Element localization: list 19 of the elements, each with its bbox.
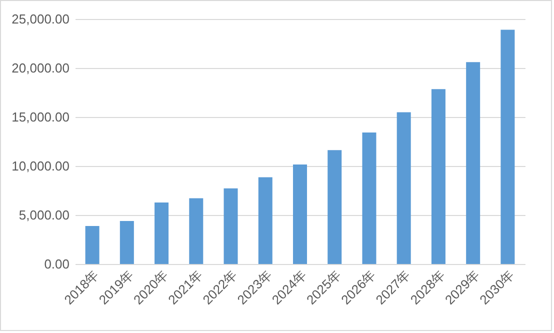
y-tick-label: 25,000.00: [12, 12, 70, 26]
bar: [431, 89, 446, 264]
y-tick-label: 10,000.00: [12, 158, 70, 174]
bar: [293, 164, 307, 264]
bar: [396, 112, 411, 264]
bar: [189, 198, 204, 264]
y-tick-label: 15,000.00: [12, 110, 70, 124]
bar: [85, 226, 100, 264]
bar: [362, 132, 376, 264]
bar: [328, 150, 342, 264]
y-tick-label: 20,000.00: [12, 60, 70, 76]
bar: [500, 30, 515, 264]
bar: [154, 202, 169, 264]
bar: [120, 220, 134, 264]
bar: [224, 188, 238, 264]
y-tick-label: 5,000.00: [18, 208, 70, 222]
bar: [466, 62, 480, 264]
y-tick-label: 0.00: [44, 256, 70, 272]
bar: [258, 177, 272, 264]
